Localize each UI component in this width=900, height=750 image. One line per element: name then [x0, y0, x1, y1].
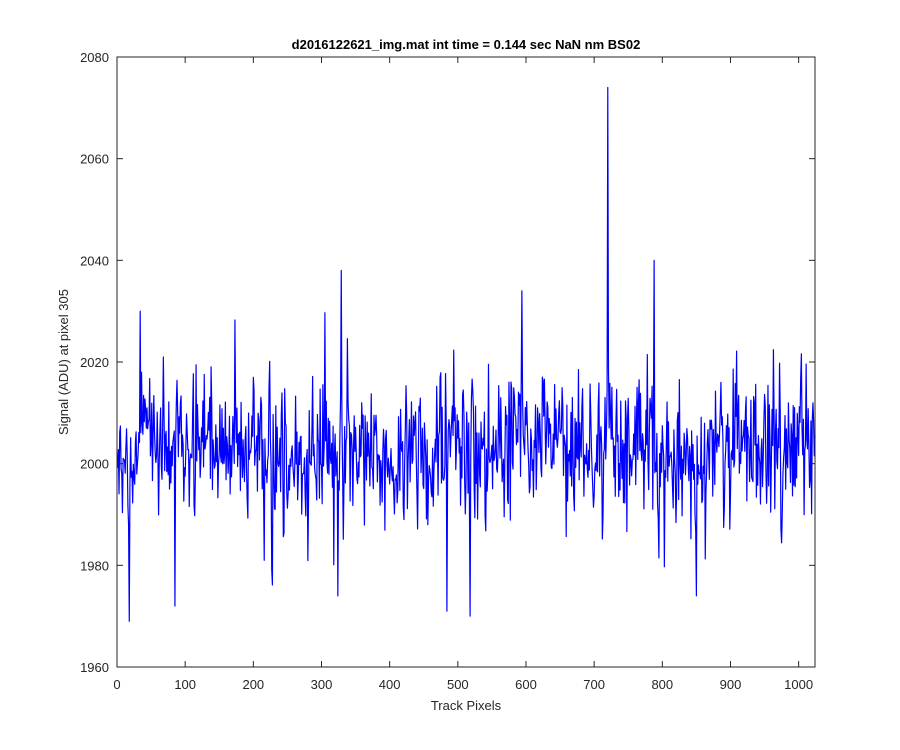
x-tick-label: 0 — [113, 677, 120, 692]
y-axis-label: Signal (ADU) at pixel 305 — [56, 289, 71, 435]
x-axis-label: Track Pixels — [431, 698, 502, 713]
x-tick-label: 200 — [242, 677, 264, 692]
y-tick-label: 1960 — [80, 660, 109, 675]
x-tick-label: 700 — [583, 677, 605, 692]
data-layer — [117, 86, 816, 622]
x-tick-label: 1000 — [784, 677, 813, 692]
y-tick-label: 2060 — [80, 152, 109, 167]
y-tick-label: 2000 — [80, 457, 109, 472]
x-tick-label: 100 — [174, 677, 196, 692]
y-tick-label: 1980 — [80, 558, 109, 573]
plot-background — [117, 57, 815, 667]
x-tick-label: 400 — [379, 677, 401, 692]
signal-series-line — [117, 86, 816, 622]
y-tick-label: 2040 — [80, 253, 109, 268]
x-tick-label: 900 — [720, 677, 742, 692]
chart-title: d2016122621_img.mat int time = 0.144 sec… — [292, 37, 641, 52]
x-tick-label: 500 — [447, 677, 469, 692]
x-tick-label: 300 — [311, 677, 333, 692]
x-tick-label: 800 — [651, 677, 673, 692]
y-tick-label: 2080 — [80, 50, 109, 65]
y-tick-label: 2020 — [80, 355, 109, 370]
tick-layer: 0 100 200 300 400 500 600 700 800 900 1000 1960 1980… — [80, 50, 815, 692]
x-tick-label: 600 — [515, 677, 537, 692]
